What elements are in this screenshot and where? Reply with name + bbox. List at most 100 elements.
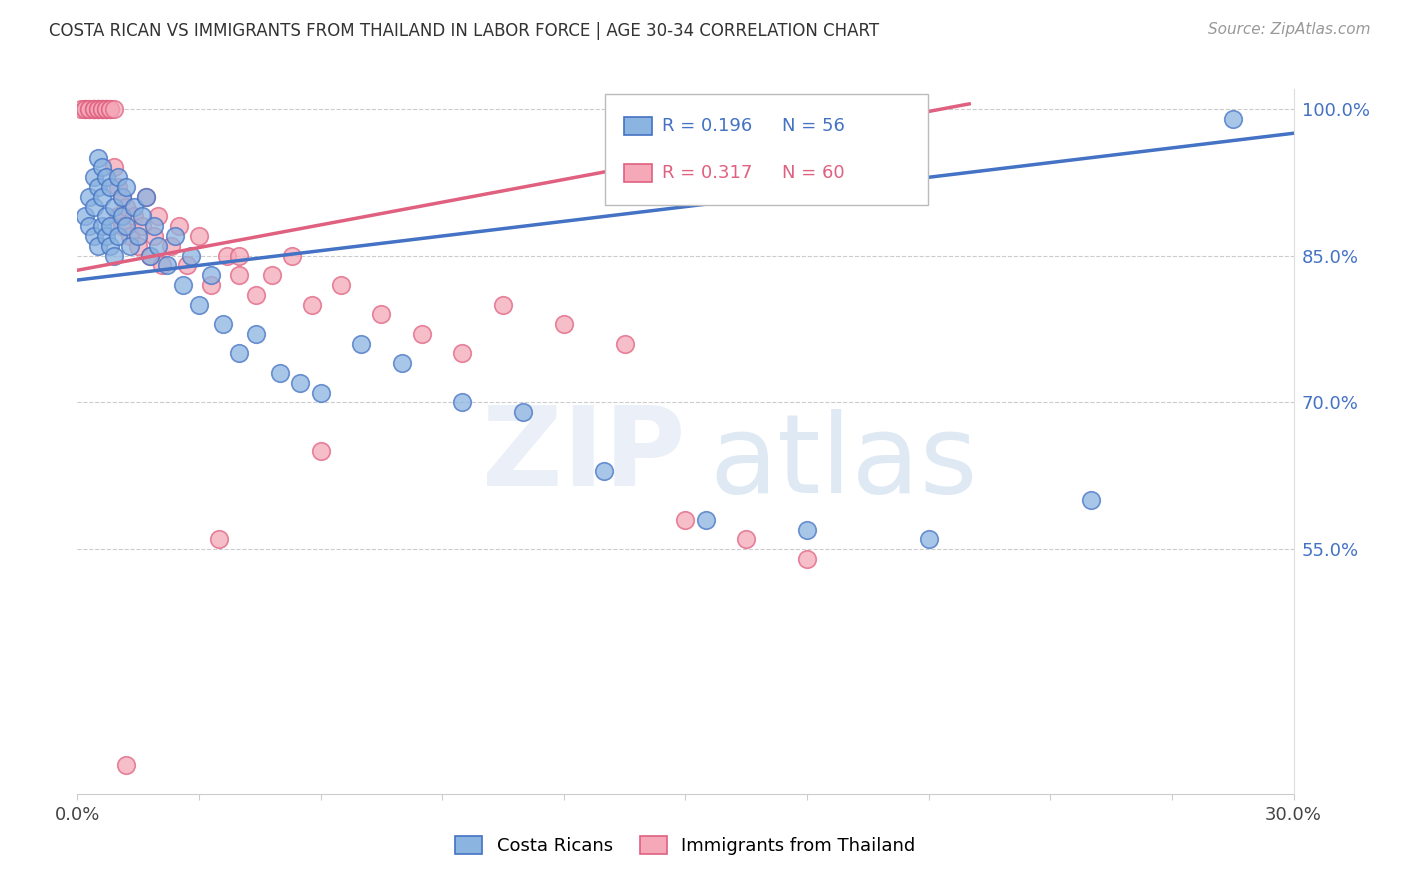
- Point: [90, 102, 112, 116]
- Point: [115, 219, 138, 234]
- Text: ZIP: ZIP: [482, 402, 686, 509]
- Point: [131, 219, 153, 234]
- Point: [695, 513, 717, 527]
- Point: [79, 190, 101, 204]
- Point: [79, 102, 101, 116]
- Point: [107, 180, 129, 194]
- Legend: Costa Ricans, Immigrants from Thailand: Costa Ricans, Immigrants from Thailand: [449, 829, 922, 863]
- Point: [90, 161, 112, 175]
- Point: [451, 395, 474, 409]
- Point: [200, 268, 222, 282]
- Point: [309, 444, 332, 458]
- Point: [180, 249, 202, 263]
- Text: R = 0.317: R = 0.317: [662, 164, 752, 182]
- Point: [127, 229, 149, 244]
- Point: [148, 210, 170, 224]
- Text: R = 0.196: R = 0.196: [662, 117, 752, 135]
- Point: [83, 102, 105, 116]
- Point: [245, 326, 267, 341]
- Point: [111, 219, 134, 234]
- Point: [131, 210, 153, 224]
- Point: [94, 102, 117, 116]
- Point: [94, 229, 117, 244]
- Point: [391, 356, 413, 370]
- Point: [512, 405, 534, 419]
- Point: [86, 239, 108, 253]
- Point: [115, 180, 138, 194]
- Point: [83, 102, 105, 116]
- Point: [86, 102, 108, 116]
- Point: [86, 102, 108, 116]
- Text: N = 60: N = 60: [782, 164, 845, 182]
- Text: Source: ZipAtlas.com: Source: ZipAtlas.com: [1208, 22, 1371, 37]
- Point: [103, 249, 125, 263]
- Point: [103, 200, 125, 214]
- Point: [148, 239, 170, 253]
- Point: [90, 102, 112, 116]
- Point: [86, 151, 108, 165]
- Point: [155, 259, 177, 273]
- Point: [143, 229, 166, 244]
- Point: [98, 180, 121, 194]
- Point: [228, 268, 250, 282]
- Point: [111, 190, 134, 204]
- Point: [139, 249, 162, 263]
- Point: [135, 190, 157, 204]
- Point: [79, 219, 101, 234]
- Point: [143, 219, 166, 234]
- Point: [350, 336, 373, 351]
- Point: [135, 190, 157, 204]
- Point: [1222, 112, 1244, 126]
- Point: [103, 102, 125, 116]
- Point: [75, 102, 97, 116]
- Point: [152, 259, 174, 273]
- Point: [260, 268, 283, 282]
- Point: [90, 190, 112, 204]
- Point: [301, 297, 323, 311]
- Point: [94, 102, 117, 116]
- Point: [118, 239, 141, 253]
- Point: [212, 317, 235, 331]
- Point: [918, 533, 941, 547]
- Point: [83, 229, 105, 244]
- Point: [107, 210, 129, 224]
- Point: [103, 161, 125, 175]
- Point: [553, 317, 575, 331]
- Point: [200, 277, 222, 292]
- Point: [122, 210, 145, 224]
- Point: [188, 297, 211, 311]
- Point: [75, 102, 97, 116]
- Point: [593, 464, 616, 478]
- Point: [228, 346, 250, 360]
- Point: [107, 229, 129, 244]
- Point: [217, 249, 239, 263]
- Point: [370, 307, 392, 321]
- Point: [735, 533, 758, 547]
- Point: [83, 102, 105, 116]
- Point: [492, 297, 515, 311]
- Point: [188, 229, 211, 244]
- Text: atlas: atlas: [710, 409, 979, 516]
- Point: [796, 523, 818, 537]
- Point: [111, 190, 134, 204]
- Point: [176, 259, 198, 273]
- Point: [75, 210, 97, 224]
- Point: [118, 229, 141, 244]
- Point: [70, 102, 93, 116]
- Point: [90, 219, 112, 234]
- Point: [94, 210, 117, 224]
- Point: [98, 102, 121, 116]
- Point: [290, 376, 312, 390]
- Point: [139, 249, 162, 263]
- Point: [86, 102, 108, 116]
- Point: [613, 336, 636, 351]
- Point: [281, 249, 304, 263]
- Point: [675, 513, 697, 527]
- Point: [309, 385, 332, 400]
- Point: [451, 346, 474, 360]
- Point: [115, 757, 138, 772]
- Point: [228, 249, 250, 263]
- Point: [1080, 493, 1102, 508]
- Text: N = 56: N = 56: [782, 117, 845, 135]
- Point: [796, 552, 818, 566]
